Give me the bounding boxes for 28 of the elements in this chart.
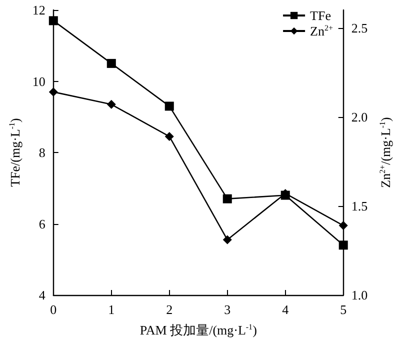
x-tick-label: 1 — [108, 302, 115, 317]
x-tick-label: 2 — [166, 302, 173, 317]
point — [338, 240, 348, 250]
x-tick-label: 5 — [340, 302, 347, 317]
y2-tick-label: 2.0 — [351, 109, 368, 124]
legend-label: TFe — [310, 8, 332, 23]
y-tick-label: 6 — [38, 216, 46, 232]
y2-tick-label: 1.0 — [351, 288, 368, 302]
x-tick-label: 3 — [224, 302, 231, 317]
point — [106, 58, 116, 68]
point — [48, 16, 58, 26]
y2-tick-label: 1.5 — [351, 198, 368, 214]
point — [338, 221, 348, 230]
x-tick-label: 0 — [50, 302, 57, 317]
x-tick-label: 4 — [282, 302, 290, 317]
y-tick-label: 8 — [38, 145, 46, 160]
point — [222, 235, 232, 244]
y-tick-label: 4 — [38, 288, 46, 302]
y-axis-title: TFe/(mg·L-1) — [8, 118, 22, 187]
point — [164, 132, 174, 141]
point — [106, 100, 116, 109]
y-tick-label: 12 — [32, 2, 46, 18]
y2-axis-title: Zn2+/(mg·L-1) — [378, 117, 393, 188]
point — [48, 87, 58, 96]
y2-tick-label: 2.5 — [351, 20, 368, 36]
point — [164, 102, 174, 111]
y-tick-label: 10 — [32, 74, 46, 89]
point — [222, 194, 232, 204]
